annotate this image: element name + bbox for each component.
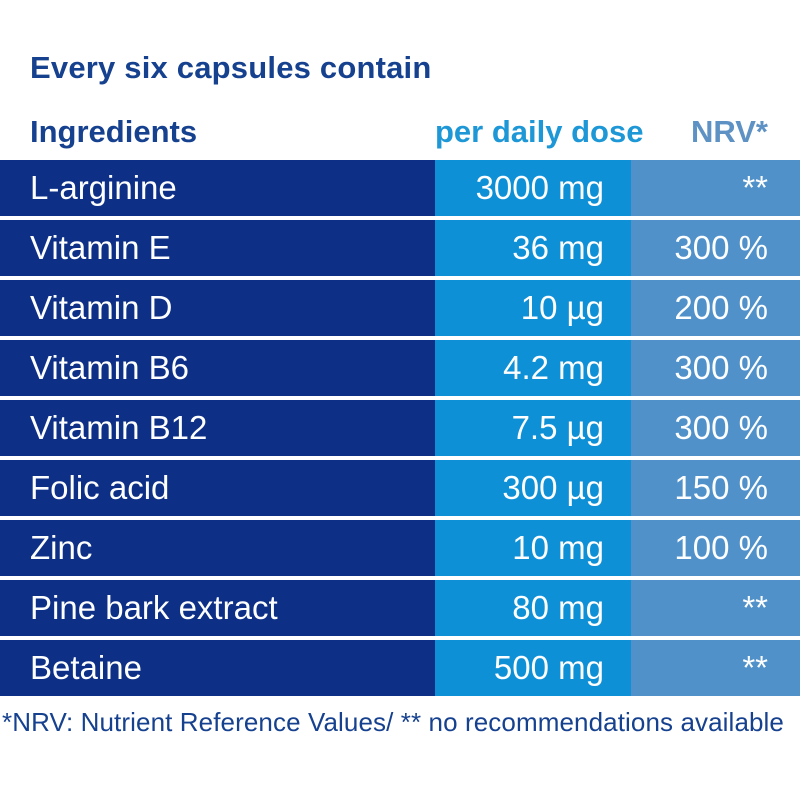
table-row-folic-acid: Folic acid 300 µg 150 %	[0, 460, 800, 516]
footnote: *NRV: Nutrient Reference Values/ ** no r…	[2, 707, 784, 737]
table-header-row: Ingredients per daily dose NRV*	[0, 100, 800, 150]
column-header-ingredients: Ingredients	[30, 113, 198, 149]
nrv-value: 300 %	[631, 220, 800, 276]
nrv-value: **	[631, 580, 800, 636]
dose-value: 80 mg	[435, 580, 631, 636]
column-header-nrv: NRV*	[691, 113, 768, 149]
table-row-l-arginine: L-arginine 3000 mg **	[0, 160, 800, 216]
nrv-value: **	[631, 640, 800, 696]
table-row-pine-bark-extract: Pine bark extract 80 mg **	[0, 580, 800, 636]
nrv-value: 200 %	[631, 280, 800, 336]
ingredient-name: Folic acid	[0, 460, 435, 516]
ingredient-name: Vitamin D	[0, 280, 435, 336]
dose-value: 36 mg	[435, 220, 631, 276]
dose-value: 3000 mg	[435, 160, 631, 216]
ingredient-name: Vitamin B12	[0, 400, 435, 456]
dose-value: 7.5 µg	[435, 400, 631, 456]
nrv-value: 150 %	[631, 460, 800, 516]
table-row-vitamin-b12: Vitamin B12 7.5 µg 300 %	[0, 400, 800, 456]
column-header-per-daily-dose: per daily dose	[435, 113, 644, 149]
table-row-vitamin-b6: Vitamin B6 4.2 mg 300 %	[0, 340, 800, 396]
nrv-value: 100 %	[631, 520, 800, 576]
table-row-vitamin-d: Vitamin D 10 µg 200 %	[0, 280, 800, 336]
table-row-vitamin-e: Vitamin E 36 mg 300 %	[0, 220, 800, 276]
ingredient-name: Vitamin E	[0, 220, 435, 276]
dose-value: 10 mg	[435, 520, 631, 576]
dose-value: 4.2 mg	[435, 340, 631, 396]
nutrition-table: L-arginine 3000 mg ** Vitamin E 36 mg 30…	[0, 160, 800, 700]
ingredient-name: Zinc	[0, 520, 435, 576]
dose-value: 300 µg	[435, 460, 631, 516]
table-row-betaine: Betaine 500 mg **	[0, 640, 800, 696]
ingredient-name: Pine bark extract	[0, 580, 435, 636]
dose-value: 10 µg	[435, 280, 631, 336]
ingredient-name: Vitamin B6	[0, 340, 435, 396]
ingredient-name: L-arginine	[0, 160, 435, 216]
page-title: Every six capsules contain	[30, 50, 432, 85]
nrv-value: **	[631, 160, 800, 216]
dose-value: 500 mg	[435, 640, 631, 696]
ingredient-name: Betaine	[0, 640, 435, 696]
table-row-zinc: Zinc 10 mg 100 %	[0, 520, 800, 576]
nrv-value: 300 %	[631, 340, 800, 396]
nrv-value: 300 %	[631, 400, 800, 456]
